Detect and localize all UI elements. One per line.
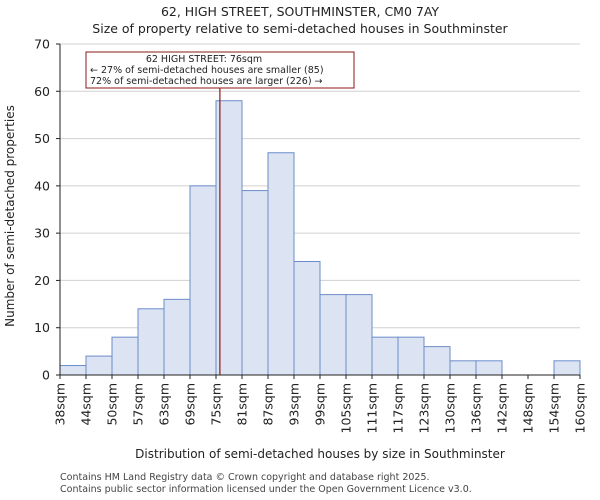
x-axis-label: Distribution of semi-detached houses by …	[135, 447, 505, 461]
y-tick-label: 10	[34, 320, 50, 335]
histogram-bar	[189, 185, 217, 376]
chart-subtitle: Size of property relative to semi-detach…	[92, 21, 508, 36]
y-tick-label: 30	[34, 226, 50, 241]
x-tick-label: 111sqm	[365, 383, 380, 433]
histogram-bar	[241, 190, 269, 376]
y-tick-label: 50	[34, 131, 50, 146]
histogram-bar	[111, 336, 139, 376]
footer-copyright: Contains HM Land Registry data © Crown c…	[60, 472, 430, 483]
annotation-box: 62 HIGH STREET: 76sqm ← 27% of semi-deta…	[85, 51, 355, 89]
bars	[59, 100, 581, 376]
annotation-title: 62 HIGH STREET: 76sqm	[146, 54, 262, 65]
y-axis-label: Number of semi-detached properties	[3, 105, 17, 327]
x-tick-label: 99sqm	[313, 383, 328, 426]
histogram-bar	[293, 261, 321, 376]
y-tick-label: 60	[34, 84, 50, 99]
histogram-bar	[267, 152, 295, 376]
x-tick-label: 136sqm	[469, 383, 484, 433]
histogram-bar	[137, 308, 165, 376]
x-tick-label: 93sqm	[287, 383, 302, 426]
x-tick-label: 105sqm	[339, 383, 354, 433]
histogram-bar	[85, 355, 113, 376]
histogram-bar	[319, 294, 347, 376]
histogram-bar	[397, 336, 425, 376]
histogram-bar	[553, 360, 581, 376]
y-tick-label: 70	[34, 37, 50, 52]
x-tick-label: 38sqm	[53, 383, 68, 426]
histogram-bar	[59, 365, 87, 376]
x-tick-label: 142sqm	[495, 383, 510, 433]
axes: 0 10 20 30 40 50 60 70 38sqm 44sqm 50sqm 57sqm 63sqm…	[34, 37, 587, 434]
y-tick-label: 0	[42, 368, 50, 383]
x-tick-label: 63sqm	[157, 383, 172, 426]
chart-title: 62, HIGH STREET, SOUTHMINSTER, CM0 7AY	[161, 4, 439, 19]
x-tick-label: 57sqm	[131, 383, 146, 426]
x-tick-label: 87sqm	[261, 383, 276, 426]
x-tick-label: 123sqm	[417, 383, 432, 433]
x-tick-label: 50sqm	[105, 383, 120, 426]
histogram-bar	[423, 346, 451, 376]
x-tick-label: 69sqm	[183, 383, 198, 426]
annotation-smaller: ← 27% of semi-detached houses are smalle…	[90, 65, 324, 76]
annotation-larger: 72% of semi-detached houses are larger (…	[90, 76, 323, 87]
x-tick-label: 160sqm	[573, 383, 588, 433]
histogram-bar	[163, 298, 191, 376]
y-tick-label: 20	[34, 273, 50, 288]
x-tick-label: 117sqm	[391, 383, 406, 433]
histogram-bar	[345, 294, 373, 376]
histogram-bar	[371, 336, 399, 376]
x-tick-label: 75sqm	[209, 383, 224, 426]
x-tick-label: 154sqm	[547, 383, 562, 433]
x-tick-label: 130sqm	[443, 383, 458, 433]
histogram-bar	[475, 360, 503, 376]
x-tick-label: 148sqm	[521, 383, 536, 433]
x-tick-label: 44sqm	[79, 383, 94, 426]
footer-licence: Contains public sector information licen…	[60, 484, 472, 495]
histogram-bar	[449, 360, 477, 376]
y-tick-label: 40	[34, 178, 50, 193]
x-tick-label: 81sqm	[235, 383, 250, 426]
